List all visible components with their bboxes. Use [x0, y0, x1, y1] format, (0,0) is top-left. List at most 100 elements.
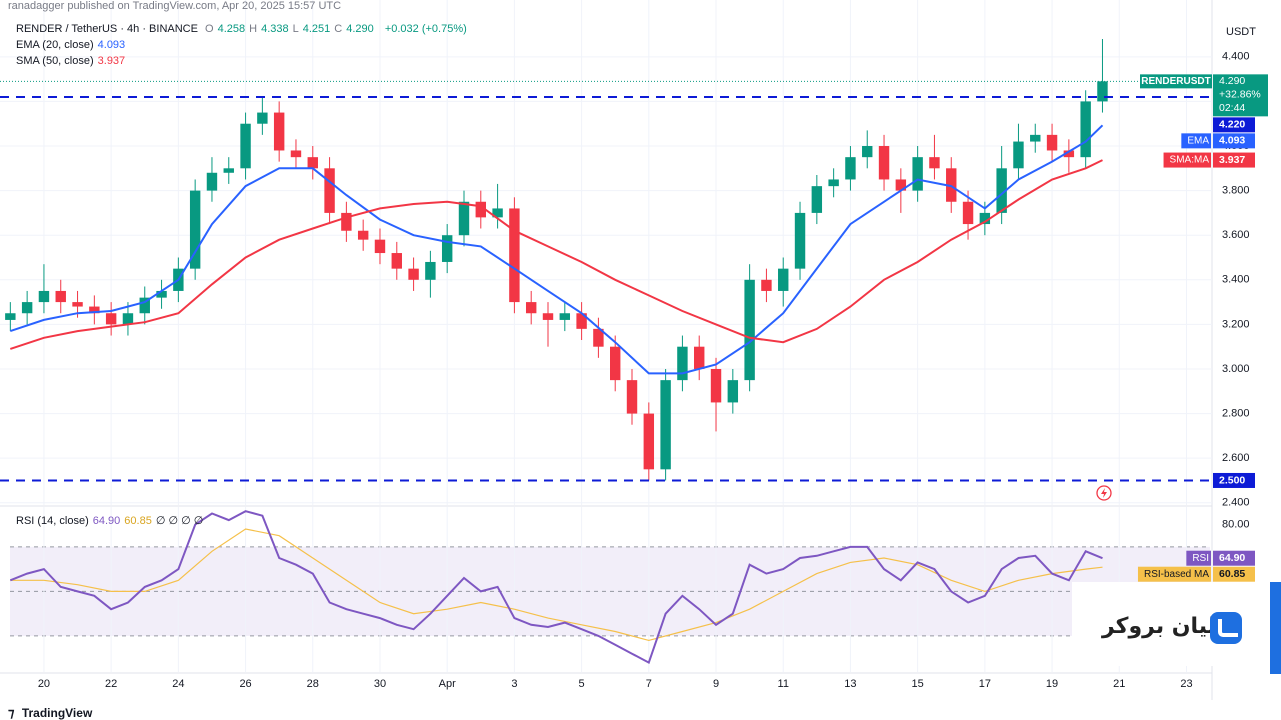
symbol-tag	[1140, 74, 1212, 89]
candle-body	[458, 201, 470, 236]
ma-tag-value: 3.937	[1219, 154, 1245, 166]
rsi-tag-name: RSI	[1192, 553, 1209, 564]
candle-body	[828, 179, 839, 187]
rsi-na: ∅ ∅ ∅ ∅	[155, 515, 204, 527]
brand: TradingView	[21, 706, 93, 720]
x-tick-label: 15	[912, 678, 924, 690]
level-tag-value: 4.220	[1219, 119, 1245, 131]
candle-body	[761, 279, 772, 291]
candle-body	[979, 212, 991, 225]
axis-unit: USDT	[1226, 26, 1256, 38]
candle-body	[542, 313, 554, 320]
candle-body	[223, 168, 234, 173]
candle-body	[89, 306, 100, 314]
candle-body	[324, 168, 335, 213]
sma-name: SMA (50, close)	[16, 55, 94, 67]
ma-tag-name: SMA:MA	[1170, 155, 1210, 166]
rsi-title: RSI (14, close)	[16, 515, 89, 527]
candle-body	[660, 380, 671, 470]
candle-body	[425, 261, 436, 280]
price-tag-text: +32.86%	[1219, 89, 1261, 101]
candle-body	[273, 112, 285, 151]
candle-body	[1030, 134, 1041, 142]
change: +0.032 (+0.75%)	[384, 23, 467, 35]
candle-body	[374, 239, 386, 254]
x-tick-label: 9	[713, 678, 719, 690]
candle-body	[626, 380, 638, 414]
candle-body	[525, 302, 537, 314]
candle-body	[1013, 141, 1024, 169]
candle-body	[610, 346, 621, 381]
candle-body	[559, 313, 571, 320]
ema-legend: EMA (20, close) 4.093	[16, 39, 129, 51]
candle-body	[576, 313, 587, 329]
footer-brand: ⁊ TradingView	[8, 705, 93, 720]
quote-key: O	[205, 23, 214, 35]
x-tick-label: 22	[105, 678, 117, 690]
sma-value: 3.937	[97, 55, 126, 67]
candle-body	[408, 268, 419, 280]
candle-body	[357, 230, 369, 240]
x-tick-label: 17	[979, 678, 991, 690]
candle-body	[492, 208, 503, 218]
candle-body	[862, 146, 873, 158]
candle-body	[794, 212, 806, 269]
rsi-line	[10, 528, 1103, 642]
watermark-bar	[1270, 582, 1281, 674]
candle-body	[139, 297, 150, 314]
ma-tag-name-box	[1181, 133, 1211, 149]
watermark-text: ليان بروکر	[1102, 614, 1217, 639]
candle-body	[643, 413, 655, 470]
quote-value: 4.338	[261, 23, 289, 35]
y-tick-label: 4.400	[1222, 51, 1250, 63]
ma-tag-box	[1213, 152, 1255, 168]
rsi-ma-value: 60.85	[124, 515, 152, 527]
candle-body	[1046, 134, 1058, 151]
rsi-tag-value: 64.90	[1219, 552, 1245, 564]
ema-name: EMA (20, close)	[16, 39, 94, 51]
candle-body	[694, 346, 705, 369]
symbol-tag-text: RENDERUSDT	[1141, 76, 1210, 87]
y-tick-label: 2.800	[1222, 407, 1250, 419]
candle-body	[878, 146, 890, 180]
candle-body	[1063, 150, 1075, 158]
candle-body	[710, 368, 722, 403]
candle-body	[105, 313, 117, 325]
quote-key: H	[249, 23, 258, 35]
y-tick-label: 2.600	[1222, 452, 1250, 464]
quote-value: 4.290	[346, 23, 374, 35]
candle-body	[21, 302, 33, 314]
alert-icon	[1096, 485, 1112, 501]
candle-body	[290, 150, 302, 158]
candle-body	[257, 112, 268, 124]
x-tick-label: Apr	[439, 678, 456, 690]
y-tick-label: 3.200	[1222, 318, 1250, 330]
level-tag-box	[1213, 117, 1255, 133]
rsi-line	[9, 510, 1103, 665]
ma-tag-value: 4.093	[1219, 135, 1245, 147]
candle-body	[240, 123, 251, 169]
candle-body	[55, 290, 66, 303]
x-tick-label: 26	[239, 678, 251, 690]
candle-body	[307, 157, 318, 169]
candle-body	[677, 346, 688, 381]
candle-body	[912, 157, 923, 191]
watermark: ليان بروکر	[1072, 582, 1270, 666]
x-tick-label: 11	[778, 678, 789, 690]
ema-value: 4.093	[97, 39, 126, 51]
symbol-title: RENDER / TetherUS · 4h · BINANCE	[16, 23, 198, 35]
candle-body	[845, 157, 856, 180]
y-tick-label: 80.00	[1222, 518, 1250, 530]
x-tick-label: 28	[307, 678, 319, 690]
candle-body	[122, 313, 134, 325]
price-tag-text: 4.290	[1219, 75, 1245, 87]
symbol-legend: RENDER / TetherUS · 4h · BINANCE O 4.258 H…	[16, 23, 471, 35]
quote-key: C	[334, 23, 343, 35]
ma-line	[9, 124, 1104, 375]
candle-body	[72, 302, 83, 307]
candle-body	[206, 172, 218, 191]
candle-body	[929, 157, 940, 169]
